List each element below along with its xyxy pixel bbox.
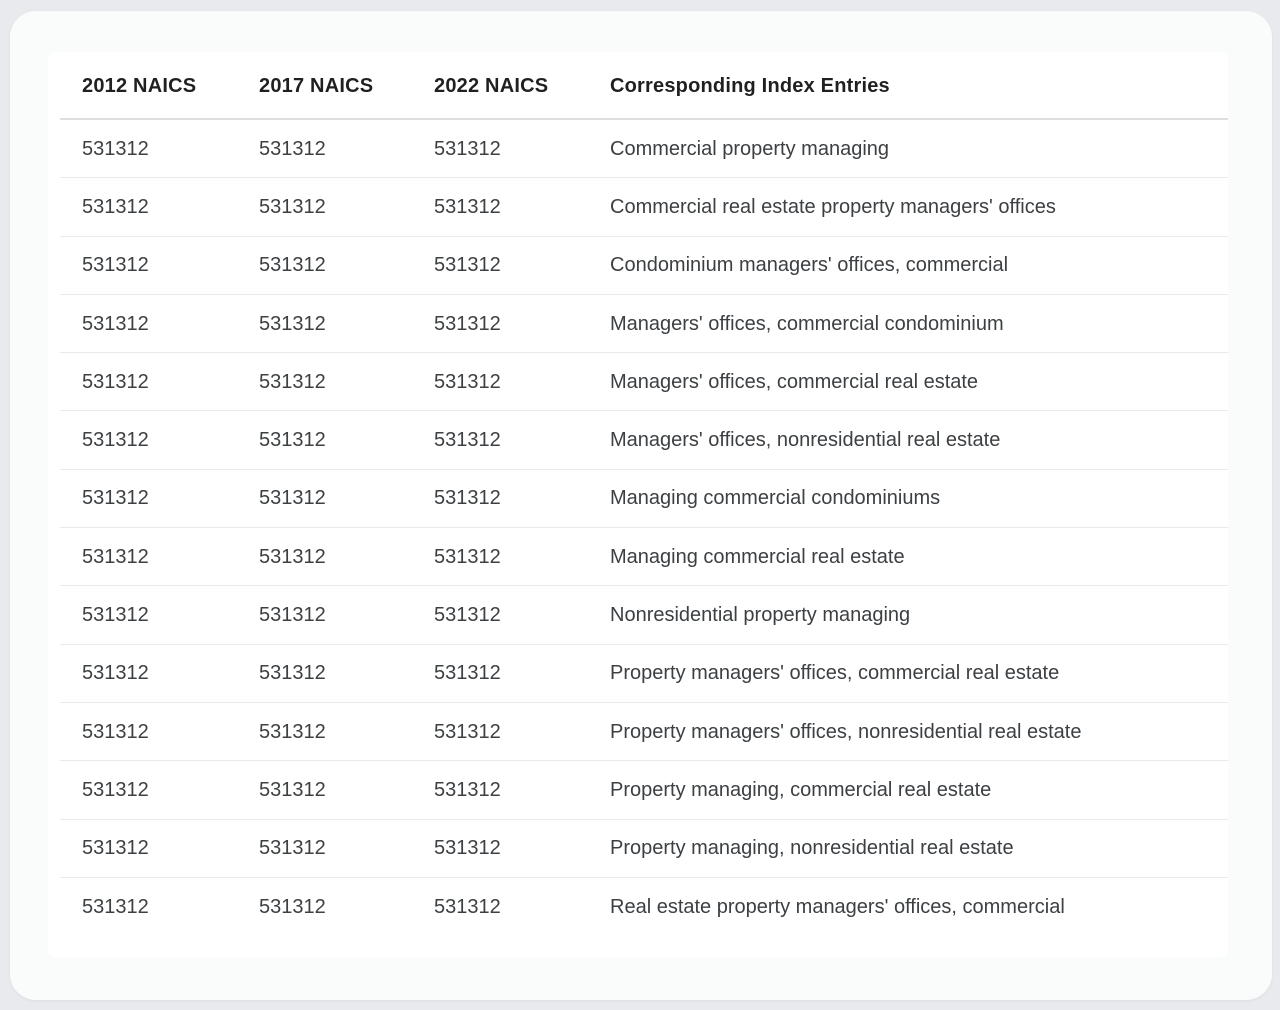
table-row: 531312 531312 531312 Commercial real est… (48, 178, 1228, 237)
cell-index-entry: Property managers' offices, nonresidenti… (610, 720, 1082, 743)
cell-2017-naics: 531312 (259, 370, 326, 393)
cell-2022-naics: 531312 (434, 545, 501, 568)
table-row: 531312 531312 531312 Property managers' … (48, 645, 1228, 704)
cell-2017-naics: 531312 (259, 837, 326, 860)
cell-index-entry: Managers' offices, commercial condominiu… (610, 312, 1004, 335)
table-row: 531312 531312 531312 Managers' offices, … (48, 353, 1228, 412)
cell-2017-naics: 531312 (259, 137, 326, 160)
cell-2017-naics: 531312 (259, 195, 326, 218)
cell-2012-naics: 531312 (82, 487, 149, 510)
cell-index-entry: Managing commercial condominiums (610, 487, 941, 510)
cell-2022-naics: 531312 (434, 837, 501, 860)
cell-2012-naics: 531312 (82, 895, 149, 918)
cell-2012-naics: 531312 (82, 662, 149, 685)
cell-2017-naics: 531312 (259, 487, 326, 510)
cell-2012-naics: 531312 (82, 195, 149, 218)
cell-2012-naics: 531312 (82, 837, 149, 860)
cell-2022-naics: 531312 (434, 720, 501, 743)
cell-2017-naics: 531312 (259, 312, 326, 335)
column-header-2022-naics: 2022 NAICS (434, 74, 549, 97)
cell-2017-naics: 531312 (259, 895, 326, 918)
naics-concordance-table: 2012 NAICS 2017 NAICS 2022 NAICS Corresp… (48, 52, 1228, 957)
cell-2017-naics: 531312 (259, 720, 326, 743)
cell-2022-naics: 531312 (434, 195, 501, 218)
column-header-index-entries: Corresponding Index Entries (610, 74, 890, 97)
cell-2012-naics: 531312 (82, 429, 149, 452)
cell-2022-naics: 531312 (434, 254, 501, 277)
cell-2022-naics: 531312 (434, 487, 501, 510)
cell-2012-naics: 531312 (82, 545, 149, 568)
cell-2022-naics: 531312 (434, 370, 501, 393)
cell-2022-naics: 531312 (434, 604, 501, 627)
table-header-row: 2012 NAICS 2017 NAICS 2022 NAICS Corresp… (48, 52, 1228, 120)
cell-2017-naics: 531312 (259, 429, 326, 452)
cell-2012-naics: 531312 (82, 604, 149, 627)
cell-2022-naics: 531312 (434, 895, 501, 918)
cell-index-entry: Managing commercial real estate (610, 545, 905, 568)
table-row: 531312 531312 531312 Condominium manager… (48, 237, 1228, 296)
table-row: 531312 531312 531312 Property managers' … (48, 703, 1228, 762)
cell-index-entry: Commercial property managing (610, 137, 890, 160)
cell-2017-naics: 531312 (259, 778, 326, 801)
cell-index-entry: Property managing, commercial real estat… (610, 778, 992, 801)
cell-2022-naics: 531312 (434, 137, 501, 160)
cell-index-entry: Property managers' offices, commercial r… (610, 662, 1060, 685)
cell-index-entry: Real estate property managers' offices, … (610, 895, 1065, 918)
cell-2017-naics: 531312 (259, 254, 326, 277)
cell-2017-naics: 531312 (259, 545, 326, 568)
cell-2012-naics: 531312 (82, 254, 149, 277)
table-row: 531312 531312 531312 Commercial property… (48, 120, 1228, 179)
cell-2012-naics: 531312 (82, 137, 149, 160)
cell-2012-naics: 531312 (82, 370, 149, 393)
cell-2017-naics: 531312 (259, 604, 326, 627)
table-row: 531312 531312 531312 Managers' offices, … (48, 295, 1228, 354)
table-row: 531312 531312 531312 Real estate propert… (48, 878, 1228, 936)
cell-2022-naics: 531312 (434, 662, 501, 685)
cell-2012-naics: 531312 (82, 778, 149, 801)
table-row: 531312 531312 531312 Managing commercial… (48, 470, 1228, 529)
column-header-2012-naics: 2012 NAICS (82, 74, 197, 97)
table-row: 531312 531312 531312 Managers' offices, … (48, 411, 1228, 471)
cell-2012-naics: 531312 (82, 312, 149, 335)
cell-index-entry: Managers' offices, nonresidential real e… (610, 429, 1001, 452)
table-row: 531312 531312 531312 Property managing, … (48, 820, 1228, 879)
cell-index-entry: Property managing, nonresidential real e… (610, 837, 1014, 860)
column-header-2017-naics: 2017 NAICS (259, 74, 374, 97)
cell-index-entry: Condominium managers' offices, commercia… (610, 254, 1009, 277)
cell-2022-naics: 531312 (434, 429, 501, 452)
cell-index-entry: Managers' offices, commercial real estat… (610, 370, 979, 393)
table-body: 531312 531312 531312 Commercial property… (48, 120, 1228, 936)
table-row: 531312 531312 531312 Nonresidential prop… (48, 586, 1228, 645)
content-card: 2012 NAICS 2017 NAICS 2022 NAICS Corresp… (10, 11, 1272, 1000)
cell-2017-naics: 531312 (259, 662, 326, 685)
table-row: 531312 531312 531312 Property managing, … (48, 761, 1228, 820)
cell-2012-naics: 531312 (82, 720, 149, 743)
cell-index-entry: Commercial real estate property managers… (610, 195, 1056, 218)
cell-2022-naics: 531312 (434, 778, 501, 801)
cell-index-entry: Nonresidential property managing (610, 604, 911, 627)
table-row: 531312 531312 531312 Managing commercial… (48, 528, 1228, 587)
cell-2022-naics: 531312 (434, 312, 501, 335)
